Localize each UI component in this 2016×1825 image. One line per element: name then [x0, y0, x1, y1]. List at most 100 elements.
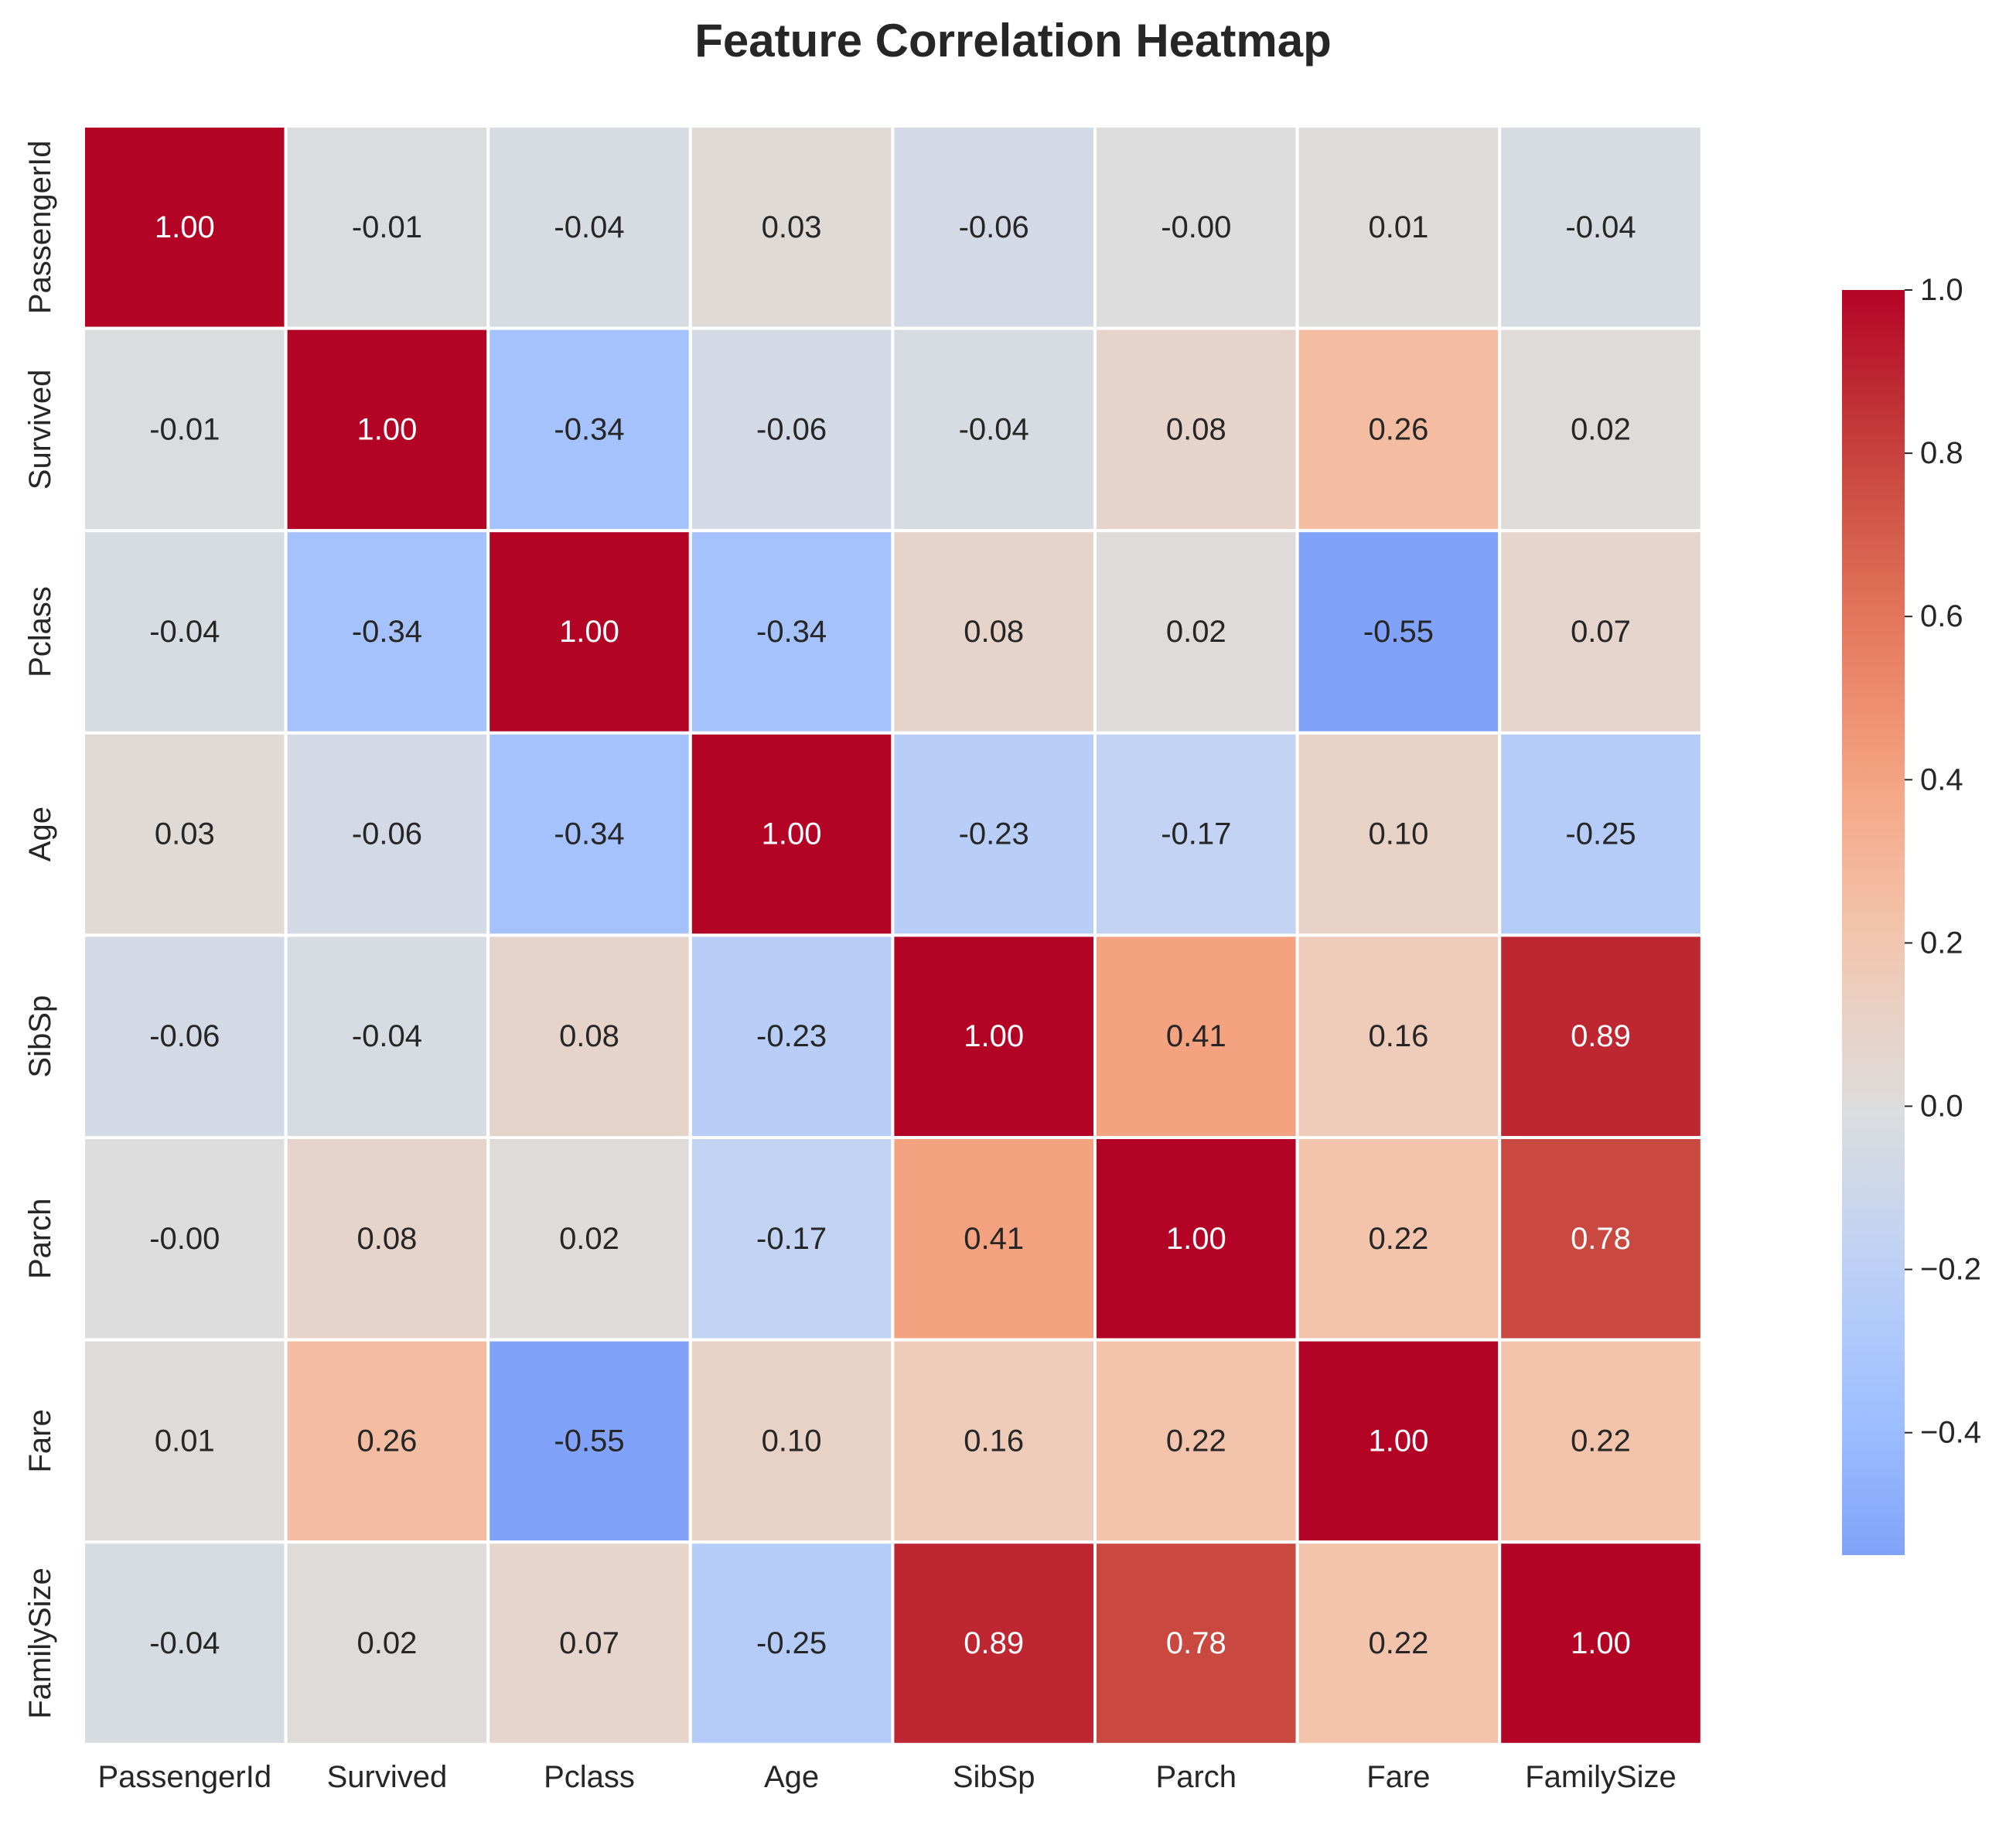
heatmap-cell	[1498, 529, 1704, 735]
heatmap-cell-label: 0.26	[1368, 412, 1428, 446]
chart-title: Feature Correlation Heatmap	[694, 15, 1332, 67]
heatmap-cell-label: 0.22	[1166, 1424, 1226, 1458]
heatmap-cell-label: 0.22	[1571, 1424, 1631, 1458]
heatmap-cell-label: -0.34	[352, 615, 422, 649]
heatmap-cell	[688, 529, 895, 735]
heatmap-cell-label: 0.22	[1368, 1222, 1428, 1256]
heatmap-cell-label: 0.02	[1166, 615, 1226, 649]
heatmap-cell	[1498, 1540, 1704, 1746]
heatmap-cell-label: 1.00	[762, 817, 822, 851]
x-tick-label: Survived	[327, 1760, 448, 1794]
heatmap-cell	[1295, 731, 1502, 937]
colorbar-tick-label: 0.2	[1920, 926, 1963, 960]
heatmap-cell-label: -0.04	[149, 1626, 220, 1660]
heatmap-cell-label: -0.04	[352, 1019, 422, 1053]
heatmap-cell-label: 0.01	[155, 1424, 215, 1458]
colorbar-tick-label: 0.6	[1920, 599, 1963, 633]
colorbar-tick-label: 1.0	[1920, 273, 1963, 307]
heatmap-cell	[688, 326, 895, 533]
heatmap-cell-label: 0.01	[1368, 210, 1428, 244]
heatmap-cell	[284, 529, 490, 735]
heatmap-cell-label: -0.55	[1363, 615, 1434, 649]
y-tick-label: Fare	[23, 1409, 57, 1472]
heatmap-cell-label: 1.00	[1166, 1222, 1226, 1256]
heatmap-cell	[82, 731, 288, 937]
heatmap-cell-label: 0.08	[1166, 412, 1226, 446]
heatmap-cell	[486, 125, 692, 330]
heatmap-cell	[1295, 1136, 1502, 1342]
heatmap-cell	[1295, 933, 1502, 1140]
heatmap-cell	[486, 1338, 692, 1544]
heatmap-cell	[891, 731, 1097, 937]
heatmap-cell	[1093, 326, 1299, 533]
heatmap-cell-label: 0.10	[762, 1424, 822, 1458]
y-tick-label: Pclass	[23, 586, 57, 677]
heatmap-cell-label: 0.41	[1166, 1019, 1226, 1053]
heatmap-cell-label: -0.25	[756, 1626, 827, 1660]
heatmap-cell-label: -0.04	[554, 210, 624, 244]
heatmap-cell	[486, 1540, 692, 1746]
heatmap-cell-labels: 1.00 -0.01 -0.04 0.03 -0.06 -0.00 0.01 -0.04 -0.…	[149, 210, 1636, 1660]
heatmap-cell-label: 1.00	[155, 210, 215, 244]
heatmap-cell-label: -0.25	[1565, 817, 1636, 851]
heatmap-cell	[1093, 1338, 1299, 1544]
heatmap-cell-label: -0.34	[554, 817, 624, 851]
heatmap-cell	[891, 933, 1097, 1140]
x-tick-label: FamilySize	[1525, 1760, 1677, 1794]
heatmap-cell	[1295, 1338, 1502, 1544]
heatmap-cell-label: -0.01	[352, 210, 422, 244]
heatmap-cell	[1498, 125, 1704, 330]
heatmap-cell	[891, 1136, 1097, 1342]
heatmap-cell	[82, 1540, 288, 1746]
heatmap-cell	[1498, 326, 1704, 533]
heatmap-cell-label: -0.04	[1565, 210, 1636, 244]
x-tick-label: Age	[764, 1760, 819, 1794]
heatmap-cell-label: -0.00	[1161, 210, 1231, 244]
heatmap-cell	[688, 1540, 895, 1746]
heatmap-cell	[82, 529, 288, 735]
heatmap-cell-label: 1.00	[1571, 1626, 1631, 1660]
x-axis-tick-labels: PassengerId Survived Pclass Age SibSp Parch Fa…	[98, 1760, 1677, 1794]
heatmap-cell	[1093, 125, 1299, 330]
colorbar-tick-label: −0.2	[1920, 1253, 1981, 1287]
heatmap-cell-label: 0.08	[964, 615, 1024, 649]
heatmap-cell-label: -0.34	[756, 615, 827, 649]
heatmap-cell	[1498, 933, 1704, 1140]
heatmap-cell-label: 0.02	[559, 1222, 619, 1256]
heatmap-cell	[284, 1136, 490, 1342]
heatmap-cell-label: 0.26	[356, 1424, 417, 1458]
heatmap-cell-label: 0.16	[964, 1424, 1024, 1458]
heatmap-cell	[486, 731, 692, 937]
heatmap-cell-label: -0.04	[959, 412, 1029, 446]
heatmap-cell	[1498, 1338, 1704, 1544]
heatmap-cell	[284, 326, 490, 533]
heatmap-cell-label: 0.02	[1571, 412, 1631, 446]
heatmap-cell	[284, 125, 490, 330]
y-axis-tick-labels: PassengerId Survived Pclass Age SibSp Parch Fa…	[23, 141, 57, 1719]
y-tick-label: Survived	[23, 370, 57, 490]
heatmap-cell-label: 0.22	[1368, 1626, 1428, 1660]
heatmap-cell	[486, 529, 692, 735]
x-tick-label: Parch	[1156, 1760, 1237, 1794]
colorbar-tick-label: 0.8	[1920, 436, 1963, 470]
heatmap-cell	[1295, 529, 1502, 735]
heatmap-cell-label: 0.41	[964, 1222, 1024, 1256]
colorbar: 1.0 0.8 0.6 0.4 0.2 0.0 −0.2 −0.4	[1842, 273, 1981, 1555]
heatmap-cell-label: -0.00	[149, 1222, 220, 1256]
heatmap-cell	[1093, 529, 1299, 735]
heatmap-cell	[1093, 1540, 1299, 1746]
y-tick-label: FamilySize	[23, 1567, 57, 1719]
heatmap-cell	[1093, 933, 1299, 1140]
heatmap-cell-label: -0.06	[149, 1019, 220, 1053]
heatmap-cell-label: -0.34	[554, 412, 624, 446]
heatmap-cell-label: 0.89	[1571, 1019, 1631, 1053]
heatmap-cell-label: 0.10	[1368, 817, 1428, 851]
heatmap-cells	[82, 125, 1704, 1746]
heatmap-cell-label: -0.17	[756, 1222, 827, 1256]
heatmap-cell-label: 0.08	[356, 1222, 417, 1256]
heatmap-cell	[486, 1136, 692, 1342]
x-tick-label: Pclass	[544, 1760, 635, 1794]
heatmap-cell-label: 0.03	[762, 210, 822, 244]
